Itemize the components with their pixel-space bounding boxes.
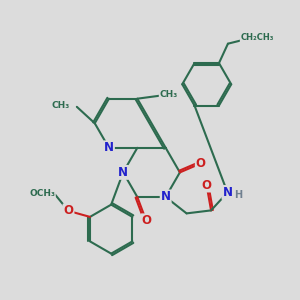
Text: N: N <box>104 141 114 154</box>
Text: CH₂CH₃: CH₂CH₃ <box>241 33 274 42</box>
Text: CH₃: CH₃ <box>160 90 178 99</box>
Text: N: N <box>223 186 232 199</box>
Text: O: O <box>202 178 212 191</box>
Text: O: O <box>141 214 151 227</box>
Text: N: N <box>118 166 128 179</box>
Text: OCH₃: OCH₃ <box>29 188 55 197</box>
Text: O: O <box>64 204 74 218</box>
Text: CH₃: CH₃ <box>51 101 69 110</box>
Text: H: H <box>234 190 242 200</box>
Text: N: N <box>161 190 171 203</box>
Text: O: O <box>196 157 206 170</box>
